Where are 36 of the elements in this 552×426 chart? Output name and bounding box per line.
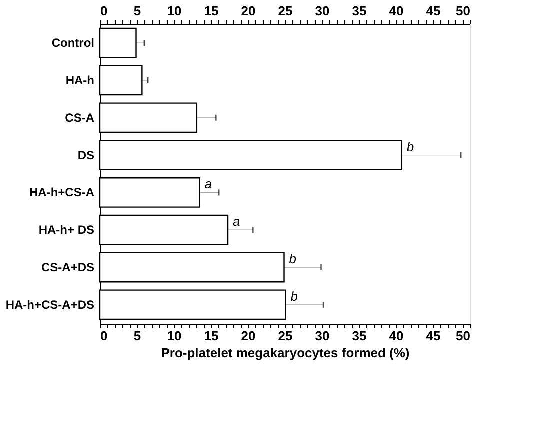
x2-tick-label: 40	[389, 4, 404, 18]
y-tick-label: HA-h	[66, 73, 94, 88]
y-tick-label: CS-A+DS	[41, 260, 94, 275]
x2-tick-label: 50	[456, 4, 470, 18]
x-tick-label: 40	[389, 328, 404, 344]
y-tick-label: HA-h+CS-A+DS	[6, 298, 94, 312]
annotation: b	[290, 288, 298, 304]
y-tick-label: HA-h+ DS	[38, 223, 94, 238]
x2-tick-label: 35	[352, 4, 367, 18]
x-tick-label: 50	[456, 328, 470, 344]
annotation: b	[289, 252, 296, 267]
annotation: a	[204, 176, 212, 192]
x2-tick-label: 45	[426, 4, 441, 18]
x2-tick-label: 25	[278, 4, 293, 18]
x-axis-title: Pro-platelet megakaryocytes formed (%)	[161, 346, 410, 360]
y-tick-label: Control	[52, 36, 94, 50]
annotation: a	[233, 214, 240, 230]
x-tick-label: 5	[134, 328, 142, 344]
x-tick-label: 10	[167, 328, 182, 344]
x-tick-label: 45	[426, 328, 441, 344]
x2-tick-label: 10	[167, 4, 182, 18]
y-tick-label: CS-A	[65, 110, 95, 125]
x2-tick-label: 5	[134, 4, 142, 18]
x2-tick-label: 15	[204, 4, 219, 18]
x-tick-label: 25	[278, 328, 293, 344]
y-tick-label: DS	[78, 148, 94, 162]
x2-tick-label: 30	[315, 4, 330, 18]
y-tick-label: HA-h+CS-A	[30, 186, 95, 200]
annotation: b	[406, 139, 414, 154]
x2-tick-label: 20	[241, 4, 256, 18]
x-tick-label: 35	[352, 328, 367, 344]
x-tick-label: 30	[315, 328, 330, 344]
x-tick-label: 0	[100, 328, 108, 344]
x-tick-label: 20	[241, 328, 256, 344]
x2-tick-label: 0	[100, 4, 108, 18]
x-tick-label: 15	[204, 328, 219, 344]
